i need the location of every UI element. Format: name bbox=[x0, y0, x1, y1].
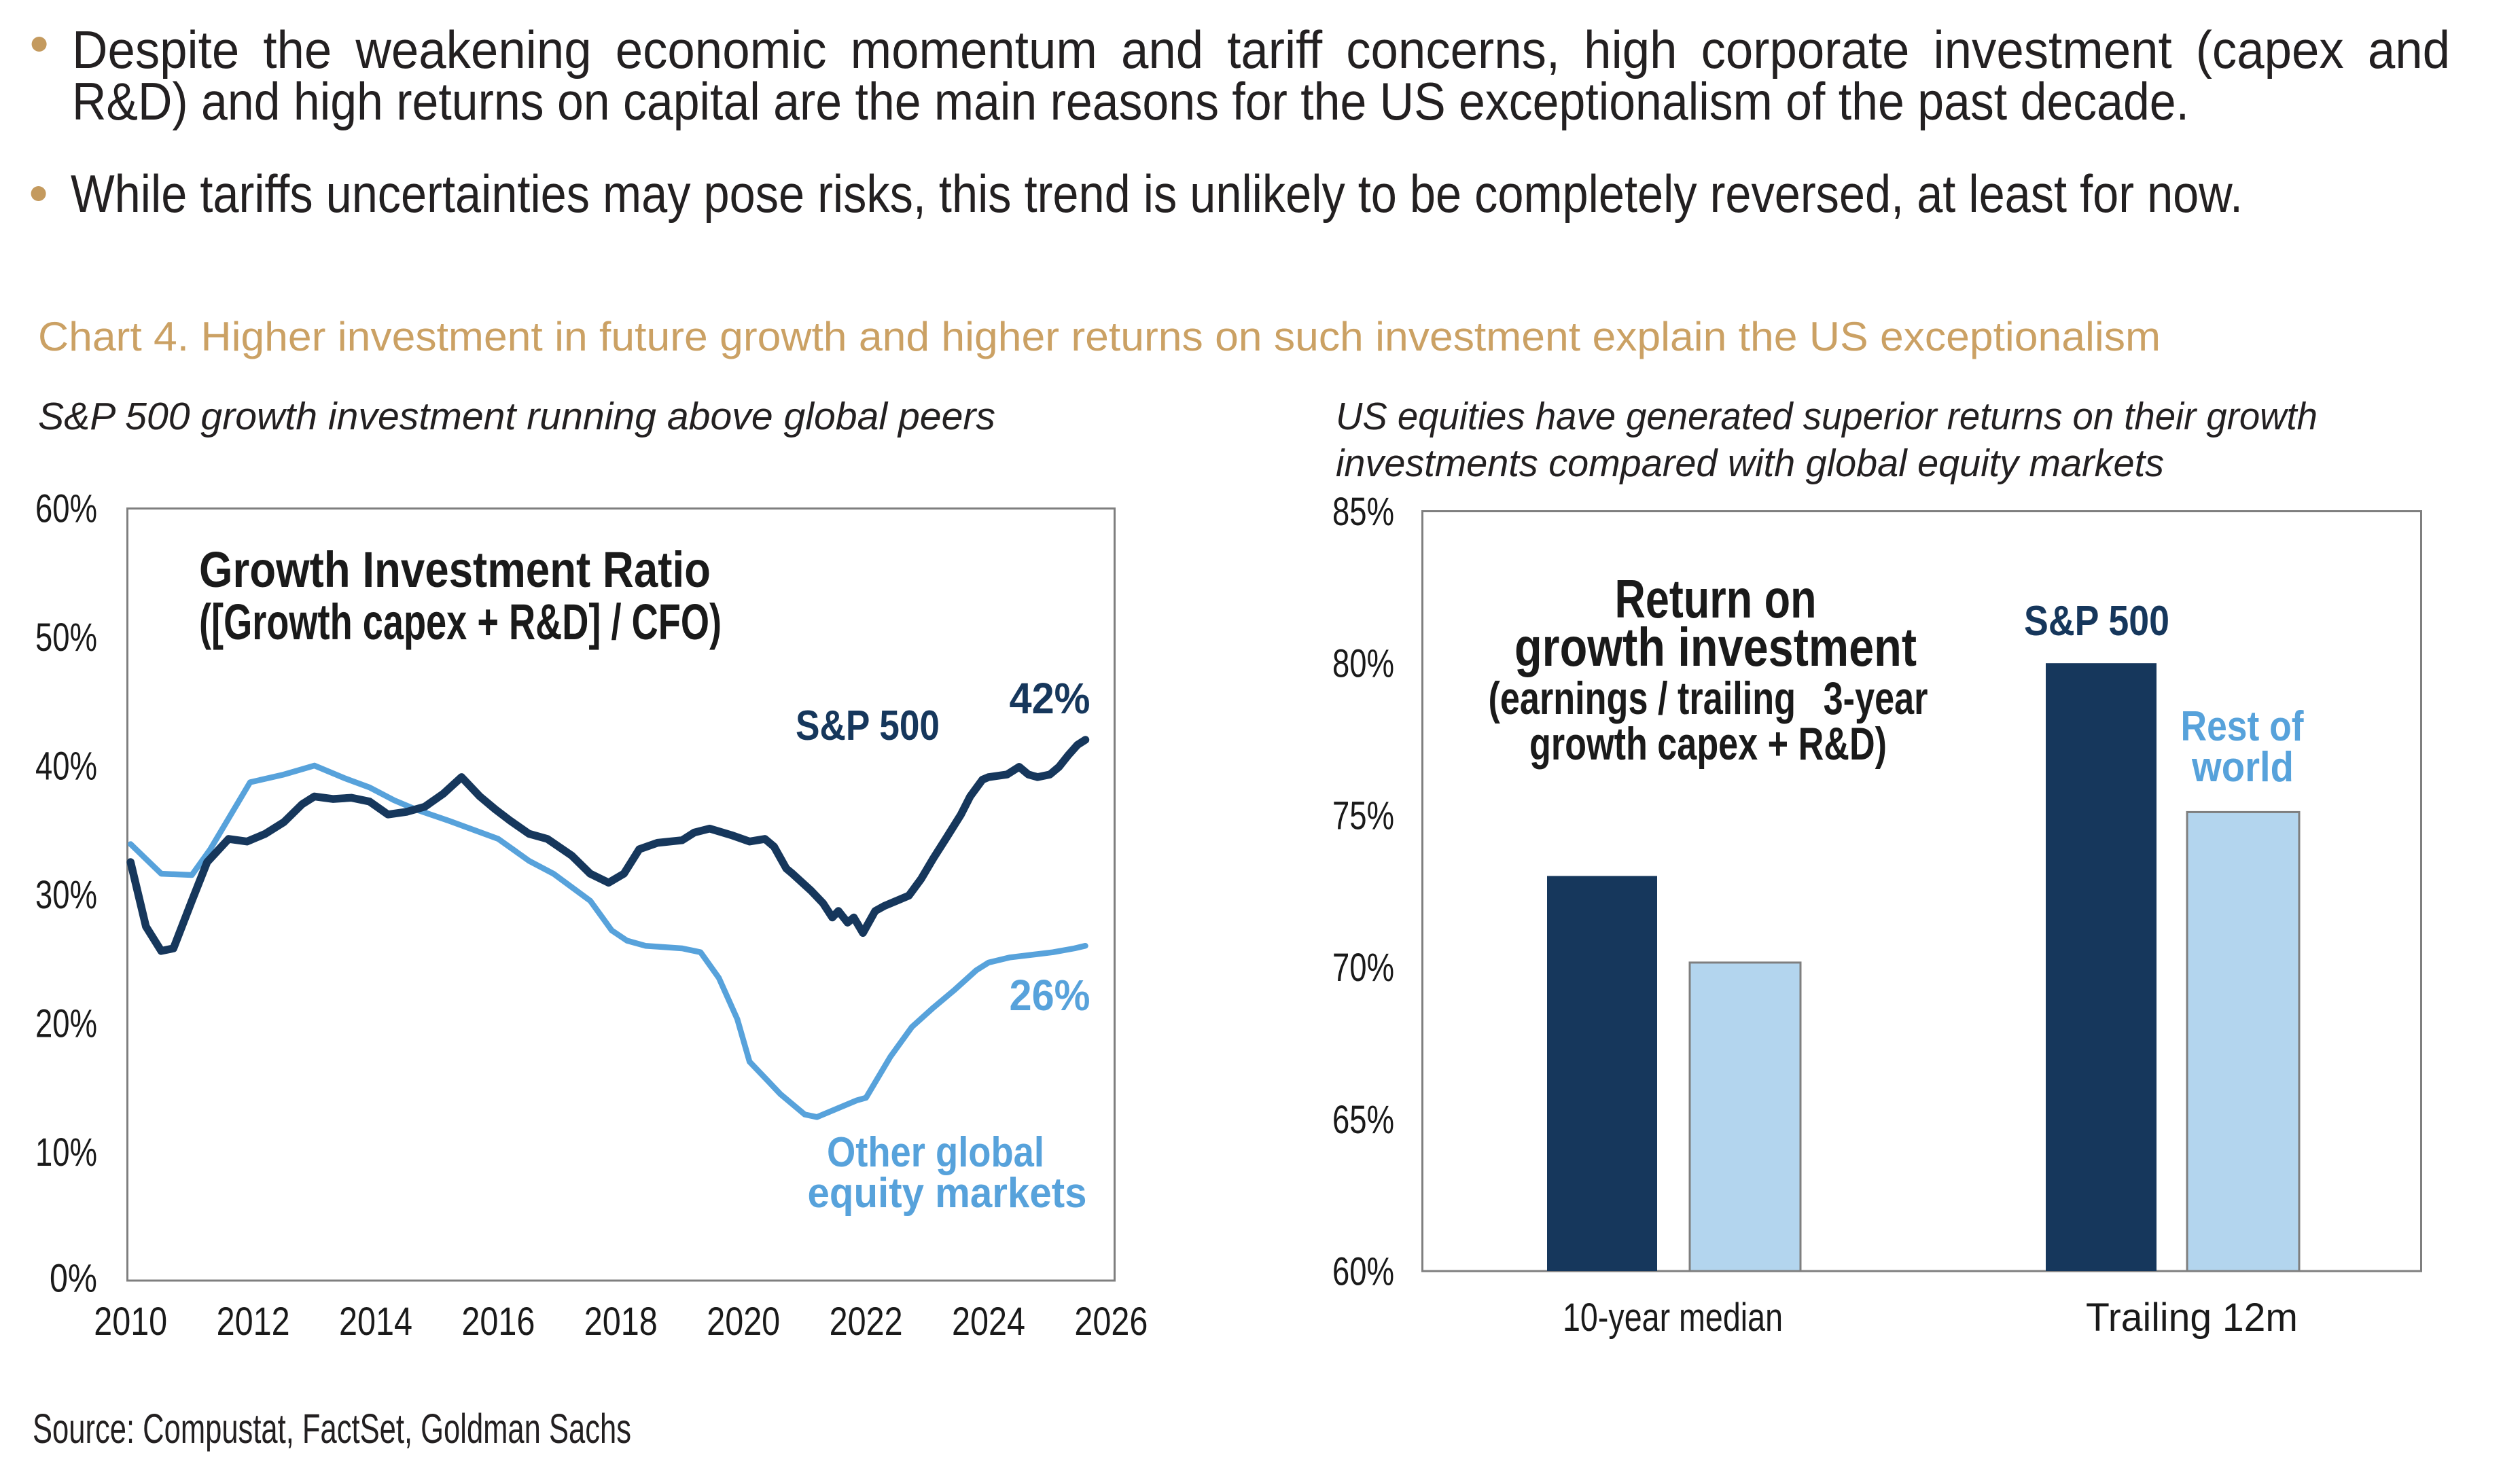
svg-text:2014: 2014 bbox=[339, 1300, 412, 1344]
svg-text:2012: 2012 bbox=[217, 1300, 290, 1344]
svg-text:Growth Investment Ratio: Growth Investment Ratio bbox=[199, 541, 711, 598]
svg-text:0%: 0% bbox=[50, 1257, 97, 1301]
svg-text:growth investment: growth investment bbox=[1514, 617, 1917, 677]
svg-text:equity markets: equity markets bbox=[808, 1170, 1087, 1217]
svg-text:60%: 60% bbox=[1332, 1250, 1394, 1294]
svg-text:2026: 2026 bbox=[1074, 1300, 1148, 1344]
svg-text:30%: 30% bbox=[35, 873, 97, 917]
svg-text:65%: 65% bbox=[1332, 1098, 1394, 1142]
svg-text:75%: 75% bbox=[1332, 793, 1394, 838]
svg-text:85%: 85% bbox=[1332, 490, 1394, 534]
svg-text:26%: 26% bbox=[1010, 971, 1090, 1020]
svg-text:Other global: Other global bbox=[827, 1129, 1044, 1176]
svg-text:Despite the weakening economic: Despite the weakening economic momentum … bbox=[72, 20, 2450, 79]
svg-text:S&P 500: S&P 500 bbox=[2024, 598, 2169, 645]
svg-text:Return on: Return on bbox=[1615, 569, 1817, 629]
svg-text:S&P 500: S&P 500 bbox=[796, 702, 940, 749]
svg-text:2024: 2024 bbox=[952, 1300, 1025, 1344]
svg-text:60%: 60% bbox=[35, 486, 97, 531]
svg-text:(earnings / trailing 3-year: (earnings / trailing 3-year bbox=[1489, 673, 1928, 724]
svg-text:2020: 2020 bbox=[707, 1300, 780, 1344]
svg-text:2010: 2010 bbox=[94, 1300, 167, 1344]
svg-text:S&P 500 growth investment runn: S&P 500 growth investment running above … bbox=[38, 395, 995, 438]
svg-text:Rest of: Rest of bbox=[2181, 703, 2304, 750]
svg-text:growth capex + R&D): growth capex + R&D) bbox=[1529, 718, 1887, 770]
svg-text:R&D) and high returns on capit: R&D) and high returns on capital are the… bbox=[72, 71, 2189, 131]
svg-text:2022: 2022 bbox=[830, 1300, 903, 1344]
svg-text:10%: 10% bbox=[35, 1130, 97, 1175]
svg-text:Trailing 12m: Trailing 12m bbox=[2086, 1296, 2298, 1340]
svg-text:42%: 42% bbox=[1010, 674, 1090, 723]
svg-text:2016: 2016 bbox=[461, 1300, 535, 1344]
svg-text:10-year median: 10-year median bbox=[1563, 1296, 1783, 1340]
svg-text:While tariffs uncertainties ma: While tariffs uncertainties may pose ris… bbox=[71, 164, 2243, 224]
svg-text:([Growth capex + R&D] / CFO): ([Growth capex + R&D] / CFO) bbox=[199, 594, 722, 650]
svg-text:Chart 4. Higher investment in: Chart 4. Higher investment in future gro… bbox=[38, 314, 2161, 359]
svg-text:2018: 2018 bbox=[584, 1300, 658, 1344]
svg-text:70%: 70% bbox=[1332, 946, 1394, 990]
svg-text:40%: 40% bbox=[35, 744, 97, 788]
svg-text:Source: Compustat, FactSet, Go: Source: Compustat, FactSet, Goldman Sach… bbox=[33, 1406, 631, 1452]
svg-text:50%: 50% bbox=[35, 615, 97, 660]
svg-text:world: world bbox=[2191, 744, 2294, 791]
svg-text:20%: 20% bbox=[35, 1001, 97, 1046]
svg-text:investments compared with glob: investments compared with global equity … bbox=[1336, 442, 2164, 485]
svg-text:80%: 80% bbox=[1332, 642, 1394, 686]
svg-text:US equities have generated sup: US equities have generated superior retu… bbox=[1336, 395, 2318, 438]
